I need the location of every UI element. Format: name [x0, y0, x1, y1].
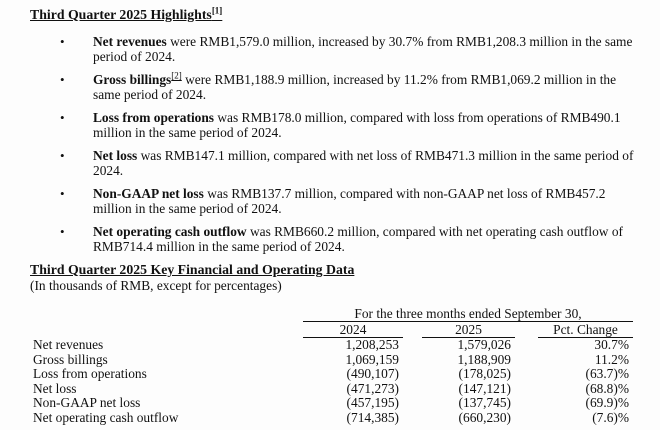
- table-row-label: Net operating cash outflow: [33, 409, 179, 425]
- table-gap: [515, 411, 538, 426]
- table-gap: [403, 353, 422, 368]
- highlight-text: Net operating cash outflow was RMB660.2 …: [93, 224, 642, 254]
- table-row-label: Gross billings: [33, 351, 108, 367]
- highlight-text: Non-GAAP net loss was RMB137.7 million, …: [93, 186, 642, 216]
- highlight-body: was RMB660.2 million, compared with net …: [93, 224, 623, 254]
- table-row-label: Net revenues: [33, 337, 104, 352]
- table-row-label: Net loss: [33, 380, 77, 396]
- table-gap: [403, 396, 422, 411]
- highlight-lead: Net operating cash outflow: [93, 224, 247, 239]
- highlight-lead: Net revenues: [93, 34, 167, 49]
- table-gap: [515, 322, 538, 338]
- table-gap: [515, 396, 538, 411]
- highlight-body: were RMB1,188.9 million, increased by 11…: [93, 72, 617, 102]
- highlights-list: • Net revenues were RMB1,579.0 million, …: [30, 34, 660, 254]
- table-row-label: Non-GAAP net loss: [33, 395, 141, 411]
- table-cell-2024: 1,208,253: [345, 337, 399, 352]
- table-cell-2024: (457,195): [346, 395, 399, 411]
- table-cell-2025: (660,230): [458, 409, 511, 425]
- bullet-icon: •: [60, 72, 65, 87]
- highlight-item-non-gaap-net-loss: • Non-GAAP net loss was RMB137.7 million…: [30, 186, 660, 216]
- highlight-text: Net revenues were RMB1,579.0 million, in…: [93, 34, 642, 64]
- table-cell-2024: (714,385): [346, 409, 399, 425]
- highlight-item-gross-billings: • Gross billings[2] were RMB1,188.9 mill…: [30, 70, 660, 102]
- table-cell-2025: 1,579,026: [457, 337, 511, 352]
- financial-table: For the three months ended September 30,…: [33, 306, 660, 426]
- highlight-text: Net loss was RMB147.1 million, compared …: [93, 148, 642, 178]
- table-period-header: For the three months ended September 30,: [303, 306, 633, 322]
- table-gap: [403, 382, 422, 397]
- table-gap: [403, 338, 422, 353]
- highlights-heading-text: Third Quarter 2025 Highlights: [30, 7, 212, 22]
- bullet-icon: •: [60, 34, 65, 49]
- key-data-heading: Third Quarter 2025 Key Financial and Ope…: [30, 262, 355, 277]
- table-gap: [403, 367, 422, 382]
- bullet-icon: •: [60, 224, 65, 239]
- highlight-body: was RMB147.1 million, compared with net …: [93, 148, 634, 178]
- highlight-lead: Net loss: [93, 148, 138, 163]
- highlights-heading: Third Quarter 2025 Highlights[1]: [30, 5, 660, 23]
- table-cell-2024: (490,107): [346, 366, 399, 382]
- key-data-subtitle: (In thousands of RMB, except for percent…: [30, 278, 282, 293]
- table-cell-2025: (178,025): [458, 366, 511, 382]
- highlight-lead: Gross billings: [93, 72, 172, 87]
- table-column-header-2025: 2025: [422, 322, 515, 338]
- footnote-ref-1: [1]: [211, 5, 223, 16]
- highlight-item-net-revenues: • Net revenues were RMB1,579.0 million, …: [30, 34, 660, 64]
- highlight-lead: Loss from operations: [93, 110, 215, 125]
- table-cell-pct-change: 11.2%: [594, 351, 629, 367]
- highlight-item-net-loss: • Net loss was RMB147.1 million, compare…: [30, 148, 660, 178]
- highlight-text: Gross billings[2] were RMB1,188.9 millio…: [93, 70, 642, 102]
- bullet-icon: •: [60, 110, 65, 125]
- table-gap: [515, 382, 538, 397]
- highlight-body: was RMB178.0 million, compared with loss…: [93, 110, 621, 140]
- table-cell-2024: (471,273): [346, 380, 399, 396]
- table-gap: [403, 411, 422, 426]
- table-cell-2025: 1,188,909: [457, 351, 511, 367]
- table-row-label: Loss from operations: [33, 366, 147, 382]
- highlight-body: were RMB1,579.0 million, increased by 30…: [93, 34, 633, 64]
- footnote-ref-2: [2]: [171, 70, 182, 81]
- highlight-text: Loss from operations was RMB178.0 millio…: [93, 110, 642, 140]
- table-gap: [515, 338, 538, 353]
- table-column-header-pct-change: Pct. Change: [538, 322, 633, 338]
- table-cell-pct-change: (63.7)%: [585, 366, 629, 382]
- bullet-icon: •: [60, 148, 65, 163]
- table-cell-2025: (137,745): [458, 395, 511, 411]
- bullet-icon: •: [60, 186, 65, 201]
- table-gap: [515, 353, 538, 368]
- table-cell-pct-change: (68.8)%: [585, 380, 629, 396]
- table-cell-pct-change: (7.6)%: [592, 409, 629, 425]
- table-gap: [403, 322, 422, 338]
- highlight-body: was RMB137.7 million, compared with non-…: [93, 186, 606, 216]
- highlight-lead: Non-GAAP net loss: [93, 186, 204, 201]
- table-corner-cell: [33, 322, 303, 338]
- table-cell-pct-change: (69.9)%: [585, 395, 629, 411]
- table-cell-pct-change: 30.7%: [594, 337, 629, 352]
- highlight-item-loss-from-operations: • Loss from operations was RMB178.0 mill…: [30, 110, 660, 140]
- table-column-header-2024: 2024: [303, 322, 403, 338]
- table-cell-2025: (147,121): [458, 380, 511, 396]
- table-cell-2024: 1,069,159: [345, 351, 399, 367]
- table-gap: [515, 367, 538, 382]
- highlight-item-net-operating-cash-outflow: • Net operating cash outflow was RMB660.…: [30, 224, 660, 254]
